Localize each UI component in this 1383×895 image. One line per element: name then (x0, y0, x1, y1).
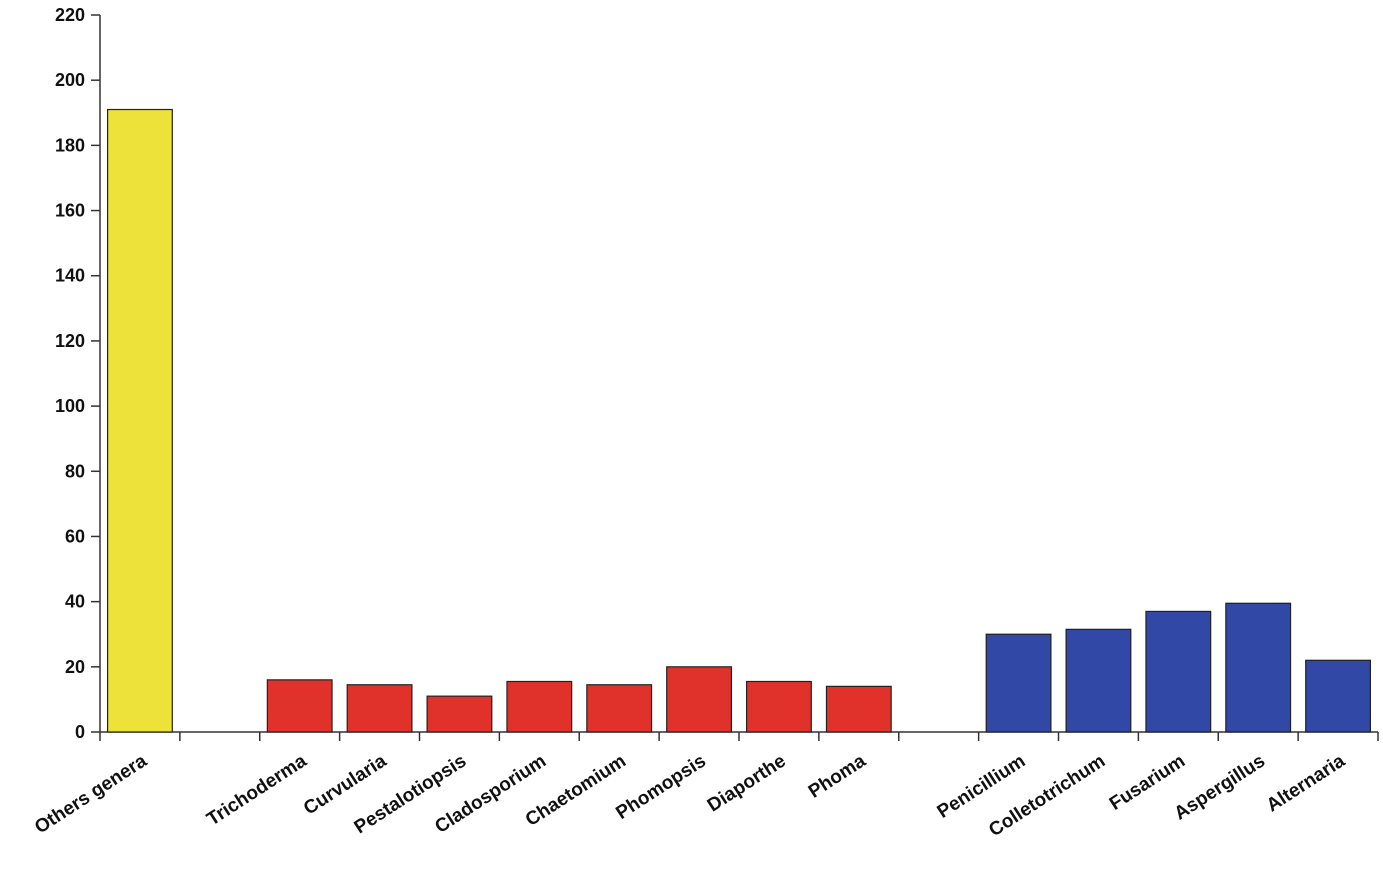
y-tick-label: 180 (55, 135, 85, 155)
bars (106, 108, 1372, 733)
bar-aspergillus (1225, 602, 1292, 733)
y-tick-label: 60 (65, 526, 85, 546)
bar-curvularia (346, 684, 413, 733)
bar-fusarium (1145, 610, 1212, 733)
y-tick-label: 120 (55, 331, 85, 351)
y-tick-label: 0 (75, 722, 85, 742)
category-label: Alternaria (1263, 750, 1349, 816)
y-tick-label: 200 (55, 70, 85, 90)
category-label: Phoma (805, 750, 870, 802)
bar-phomopsis (666, 666, 733, 733)
y-tick-label: 160 (55, 201, 85, 221)
category-label: Diaporthe (704, 751, 790, 817)
category-label: Others genera (31, 750, 151, 838)
bar-trichoderma (266, 679, 333, 733)
category-labels: Others genera TrichodermaCurvulariaPestal… (31, 750, 1349, 841)
y-tick-label: 80 (65, 461, 85, 481)
y-tick-label: 20 (65, 657, 85, 677)
bar-alternaria (1305, 659, 1372, 733)
y-axis: 0 20 40 60 80 100 120 140 160 180 200 220 (55, 5, 101, 742)
category-label: Phomopsis (612, 751, 709, 824)
category-label: Aspergillus (1171, 751, 1269, 825)
bar-colletotrichum (1065, 628, 1132, 733)
bar-phoma (825, 685, 892, 733)
y-tick-label: 140 (55, 266, 85, 286)
x-axis (99, 731, 1379, 741)
category-label: Trichoderma (203, 750, 310, 830)
bar-others-genera (106, 108, 173, 733)
bar-chaetomium (586, 684, 653, 733)
y-tick-label: 40 (65, 592, 85, 612)
y-tick-label: 220 (55, 5, 85, 25)
bar-penicillium (985, 633, 1052, 733)
y-tick-label: 100 (55, 396, 85, 416)
bar-pestalotiopsis (426, 695, 493, 733)
bar-cladosporium (506, 680, 573, 733)
bar-diaporthe (745, 680, 812, 733)
